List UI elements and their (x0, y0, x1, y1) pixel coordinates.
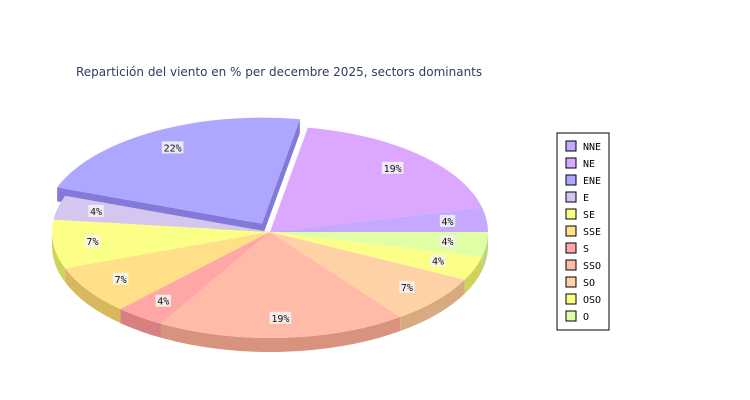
legend-swatch-ne (565, 157, 577, 169)
legend-label-ene: ENE (583, 176, 601, 187)
legend-label-se: SE (583, 210, 595, 221)
pie-label-nne: 4% (442, 217, 454, 228)
legend-label-ne: NE (583, 159, 595, 170)
pie-side-sse (65, 268, 121, 324)
legend-label-sse: SSE (583, 227, 601, 238)
pie-label-s: 4% (157, 297, 169, 308)
legend-swatch-oso (565, 293, 577, 305)
pie-cut-ene-0 (262, 119, 300, 238)
pie-slice-o (270, 232, 488, 257)
pie-label-bg-sso (269, 311, 292, 324)
pie-label-e: 4% (90, 207, 102, 218)
pie-slice-so (270, 232, 465, 318)
pie-side-s (120, 309, 161, 338)
pie-slice-ene (57, 117, 300, 224)
pie-side-se (52, 232, 66, 283)
pie-label-sse: 7% (115, 275, 127, 286)
pie-side-so (400, 279, 465, 332)
pie-label-so: 7% (401, 283, 413, 294)
legend-swatch-sso (565, 259, 577, 271)
pie-label-ene: 22% (164, 143, 182, 154)
pie-labels: 4% 19% 22% 4% 7% 7% 4% 19% 7% 4% 4% (84, 141, 456, 325)
pie-side-sso (161, 317, 401, 353)
legend-swatch-e (565, 191, 577, 203)
legend-swatch-s (565, 242, 577, 254)
pie-label-bg-sse (112, 272, 129, 285)
legend-swatch-ene (565, 174, 577, 186)
pie-label-o: 4% (442, 237, 454, 248)
legend: NNE NE ENE E SE SSE S SSO SO OSO O (556, 132, 610, 331)
pie-slices (51, 117, 488, 338)
legend-label-nne: NNE (583, 142, 601, 153)
legend-swatch-se (565, 208, 577, 220)
legend-swatch-nne (565, 140, 577, 152)
pie-slice-nne (270, 207, 488, 232)
legend-label-oso: OSO (583, 295, 601, 306)
legend-swatch-sse (565, 225, 577, 237)
pie-label-bg-se (84, 235, 101, 248)
pie-label-bg-nne (439, 214, 456, 227)
legend-swatch-o (565, 310, 577, 322)
pie-slice-e (53, 195, 271, 232)
pie-side-oso (464, 256, 483, 294)
pie-slice-oso (270, 232, 483, 280)
legend-label-s: S (583, 244, 589, 255)
pie-label-bg-oso (430, 254, 446, 267)
pie-label-sso: 19% (271, 314, 289, 325)
pie-slice-sse (65, 232, 271, 310)
pie-label-bg-so (399, 280, 415, 293)
pie-label-oso: 4% (432, 257, 444, 268)
legend-label-so: SO (583, 278, 595, 289)
legend-label-o: O (583, 312, 589, 323)
legend-label-e: E (583, 193, 589, 204)
legend-label-sso: SSO (583, 261, 601, 272)
pie-label-se: 7% (86, 237, 98, 248)
pie-slice-ne (270, 127, 483, 232)
legend-swatch-so (565, 276, 577, 288)
pie-label-bg-ne (381, 161, 404, 174)
pie-side-o (482, 232, 488, 271)
pie-label-bg-ene (161, 141, 184, 154)
pie-label-bg-o (439, 235, 456, 248)
pie-slice-sso (161, 232, 401, 338)
chart-title: Repartición del viento en % per decembre… (76, 65, 482, 79)
pie-label-bg-s (155, 294, 171, 307)
pie-label-bg-e (88, 204, 104, 217)
pie-slice-se (51, 219, 270, 269)
pie-label-ne: 19% (384, 164, 402, 175)
